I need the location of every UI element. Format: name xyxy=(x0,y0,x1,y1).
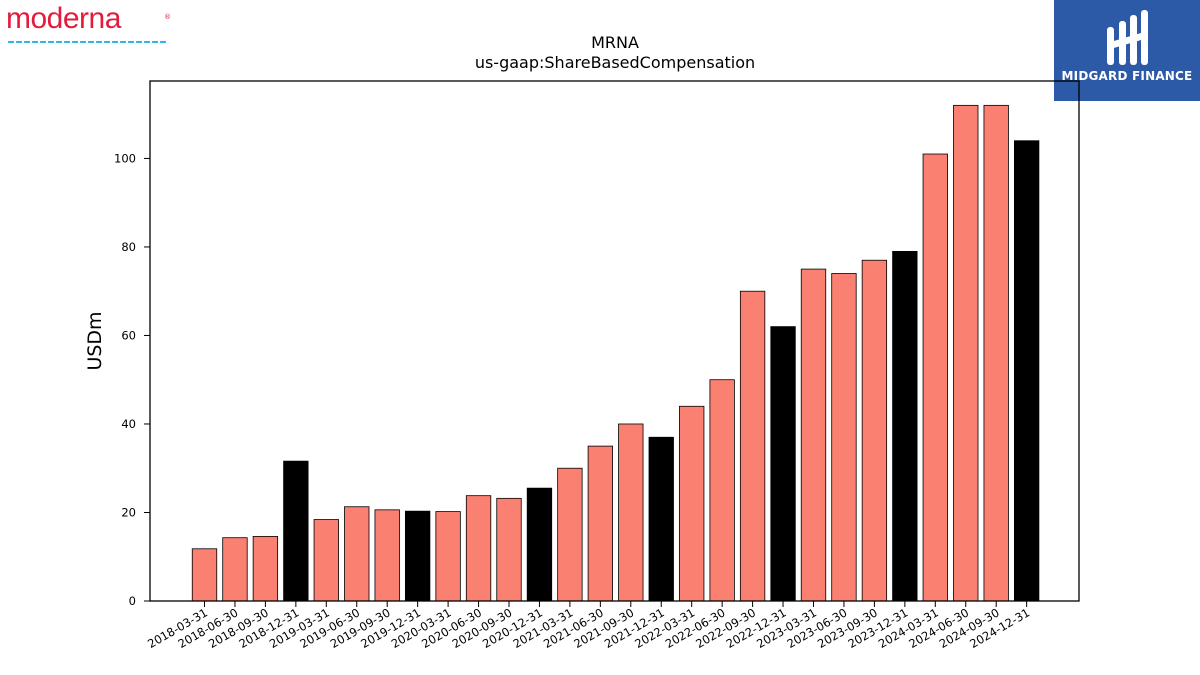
y-tick-label: 0 xyxy=(129,594,136,608)
logo-dash xyxy=(56,41,62,43)
bar-2023-12-31 xyxy=(892,250,918,602)
bar-2023-06-30 xyxy=(831,273,857,602)
bar-2023-09-30 xyxy=(861,259,888,602)
bar-2022-06-30 xyxy=(709,379,735,602)
bar-series xyxy=(191,104,1040,602)
bar-2023-03-31 xyxy=(800,268,827,602)
bar-2024-09-30 xyxy=(983,104,1009,602)
logo-dash xyxy=(64,41,70,43)
bar-2022-09-30 xyxy=(739,290,766,602)
logo-dash xyxy=(152,41,158,43)
bar-2024-06-30 xyxy=(953,104,979,602)
y-axis-ticks: 0 20 40 60 80 100 xyxy=(114,151,150,608)
logo-dashed-underline xyxy=(8,41,166,43)
logo-dash xyxy=(104,41,110,43)
bar-2024-03-31 xyxy=(922,153,948,602)
logo-dash xyxy=(16,41,22,43)
logo-dash xyxy=(48,41,54,43)
bar-2020-03-31 xyxy=(435,511,461,602)
bar-2019-03-31 xyxy=(313,519,339,602)
midgard-monogram-icon xyxy=(1107,10,1148,65)
bar-2019-09-30 xyxy=(374,509,400,602)
logo-dash xyxy=(112,41,118,43)
y-tick-label: 80 xyxy=(121,240,136,254)
bar-2019-06-30 xyxy=(344,506,370,602)
logo-dash xyxy=(72,41,78,43)
registered-mark-icon: ® xyxy=(164,13,171,21)
midgard-finance-badge: MIDGARD FINANCE xyxy=(1054,0,1200,101)
y-tick-label: 60 xyxy=(121,328,136,342)
bar-2018-06-30 xyxy=(222,537,248,602)
bar-2018-09-30 xyxy=(252,535,279,602)
chart-subtitle: us-gaap:ShareBasedCompensation xyxy=(475,53,755,72)
bar-2022-03-31 xyxy=(679,405,705,602)
logo-dash xyxy=(144,41,150,43)
bar-2020-09-30 xyxy=(496,497,522,602)
y-tick-label: 40 xyxy=(121,417,136,431)
bar-2020-12-31 xyxy=(526,487,553,602)
logo-dash xyxy=(88,41,94,43)
logo-dash xyxy=(136,41,142,43)
bar-2021-12-31 xyxy=(648,436,674,602)
logo-dash xyxy=(80,41,86,43)
y-tick-label: 20 xyxy=(121,505,136,519)
logo-dash xyxy=(120,41,126,43)
moderna-logo-wordmark: moderna xyxy=(6,2,121,35)
bar-2018-03-31 xyxy=(191,548,218,602)
moderna-logo: moderna ® xyxy=(6,2,171,46)
badge-label: MIDGARD FINANCE xyxy=(1061,69,1193,83)
y-axis-label: USDm xyxy=(84,311,106,370)
logo-dash xyxy=(40,41,46,43)
logo-dash xyxy=(24,41,30,43)
logo-dash xyxy=(128,41,134,43)
bar-2022-12-31 xyxy=(770,326,796,602)
logo-dash xyxy=(160,41,166,43)
bar-2021-03-31 xyxy=(557,467,583,602)
bar-2021-09-30 xyxy=(618,423,644,602)
plot-frame xyxy=(149,80,1080,602)
bar-2018-12-31 xyxy=(283,460,309,602)
x-axis-ticks: 2018-03-312018-06-302018-09-302018-12-31… xyxy=(145,601,1032,651)
bar-2020-06-30 xyxy=(465,495,492,602)
bar-2019-12-31 xyxy=(404,510,431,602)
y-tick-label: 100 xyxy=(114,151,136,165)
logo-dash xyxy=(8,41,14,43)
logo-dash xyxy=(32,41,38,43)
logo-dash xyxy=(96,41,102,43)
chart-title: MRNA xyxy=(591,33,639,52)
bar-2024-12-31 xyxy=(1014,140,1040,602)
bar-2021-06-30 xyxy=(587,445,613,602)
